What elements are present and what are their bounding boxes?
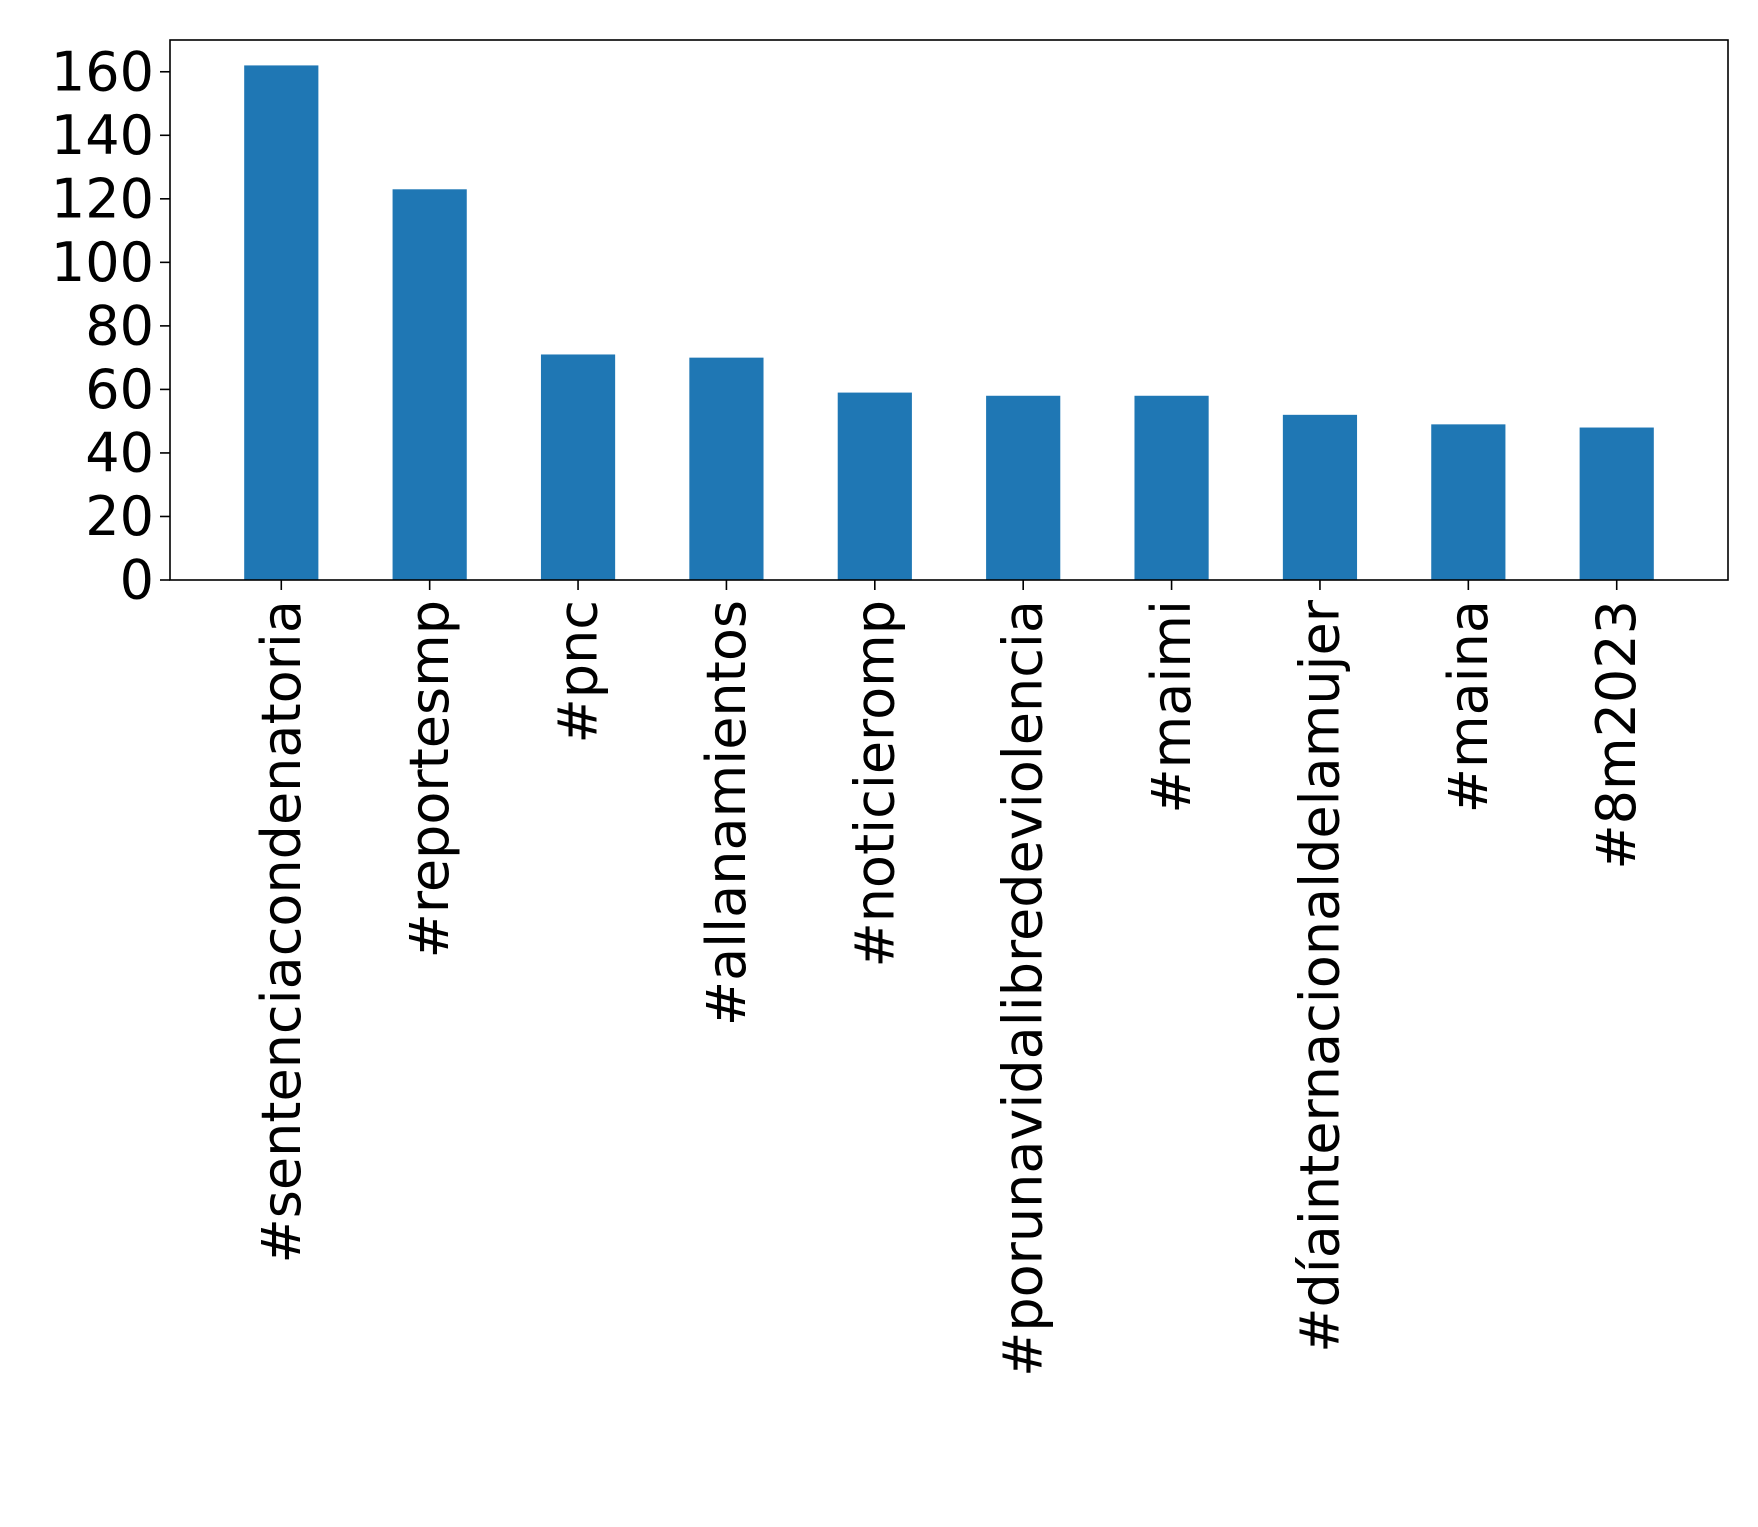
bar-8m2023: [1579, 427, 1654, 580]
x-tick-label: #allanamientos: [695, 600, 758, 1026]
x-tick-label: #reportesmp: [398, 600, 461, 958]
bars-group: [244, 65, 1654, 581]
x-tick-label: #noticieromp: [843, 600, 906, 968]
bar-porunavidalibredeviolencia: [986, 395, 1061, 580]
y-tick-label: 0: [120, 549, 154, 612]
bar-pnc: [540, 354, 616, 580]
y-tick-label: 120: [51, 167, 154, 230]
bar-díainternacionaldelamujer: [1282, 414, 1358, 580]
bar-sentenciacondenatoria: [244, 65, 319, 581]
x-tick-label: #maina: [1437, 600, 1500, 813]
bar-maina: [1431, 424, 1506, 580]
plot-frame: [169, 39, 1729, 581]
y-tick-label: 40: [85, 421, 154, 484]
x-tick-label: #maimi: [1140, 600, 1203, 814]
y-tick-label: 80: [85, 294, 154, 357]
x-tick-label: #díainternacionaldelamujer: [1288, 599, 1351, 1353]
y-tick-label: 60: [85, 358, 154, 421]
bar-noticieromp: [837, 392, 912, 580]
y-tick-label: 140: [51, 104, 154, 167]
x-axis: #sentenciacondenatoria #reportesmp #pnc #al…: [250, 580, 1648, 1377]
x-tick-label: #pnc: [547, 600, 610, 743]
x-tick-label: #8m2023: [1585, 600, 1648, 870]
y-tick-label: 20: [85, 485, 154, 548]
y-tick-label: 100: [51, 231, 154, 294]
x-tick-label: #porunavidalibredeviolencia: [992, 600, 1055, 1377]
bar-allanamientos: [689, 357, 764, 580]
y-tick-label: 160: [51, 40, 154, 103]
x-tick-label: #sentenciacondenatoria: [250, 600, 313, 1264]
bar-reportesmp: [392, 189, 467, 580]
bar-maimi: [1134, 395, 1209, 580]
